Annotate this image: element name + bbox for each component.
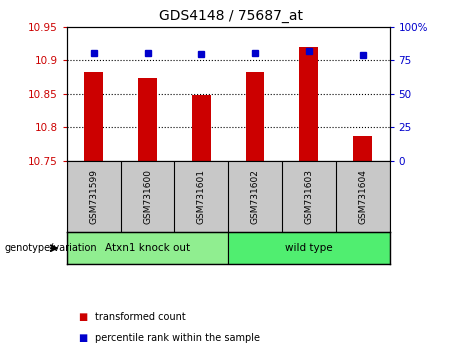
Text: GSM731602: GSM731602 bbox=[251, 169, 260, 224]
Bar bbox=[138, 78, 157, 161]
Bar bbox=[353, 136, 372, 161]
Text: ■: ■ bbox=[78, 333, 88, 343]
Bar bbox=[300, 47, 318, 161]
Bar bbox=[192, 95, 211, 161]
Text: GDS4148 / 75687_at: GDS4148 / 75687_at bbox=[159, 9, 302, 23]
Text: percentile rank within the sample: percentile rank within the sample bbox=[95, 333, 260, 343]
Text: GSM731603: GSM731603 bbox=[304, 169, 313, 224]
Bar bbox=[84, 72, 103, 161]
Text: GSM731601: GSM731601 bbox=[197, 169, 206, 224]
Text: Atxn1 knock out: Atxn1 knock out bbox=[105, 243, 190, 253]
Bar bbox=[228, 232, 390, 264]
Bar bbox=[67, 232, 228, 264]
Bar bbox=[246, 72, 265, 161]
Text: GSM731600: GSM731600 bbox=[143, 169, 152, 224]
Text: GSM731604: GSM731604 bbox=[358, 169, 367, 224]
Text: genotype/variation: genotype/variation bbox=[5, 243, 97, 253]
Text: wild type: wild type bbox=[285, 243, 333, 253]
Text: GSM731599: GSM731599 bbox=[89, 169, 98, 224]
Text: ■: ■ bbox=[78, 312, 88, 322]
Text: transformed count: transformed count bbox=[95, 312, 185, 322]
